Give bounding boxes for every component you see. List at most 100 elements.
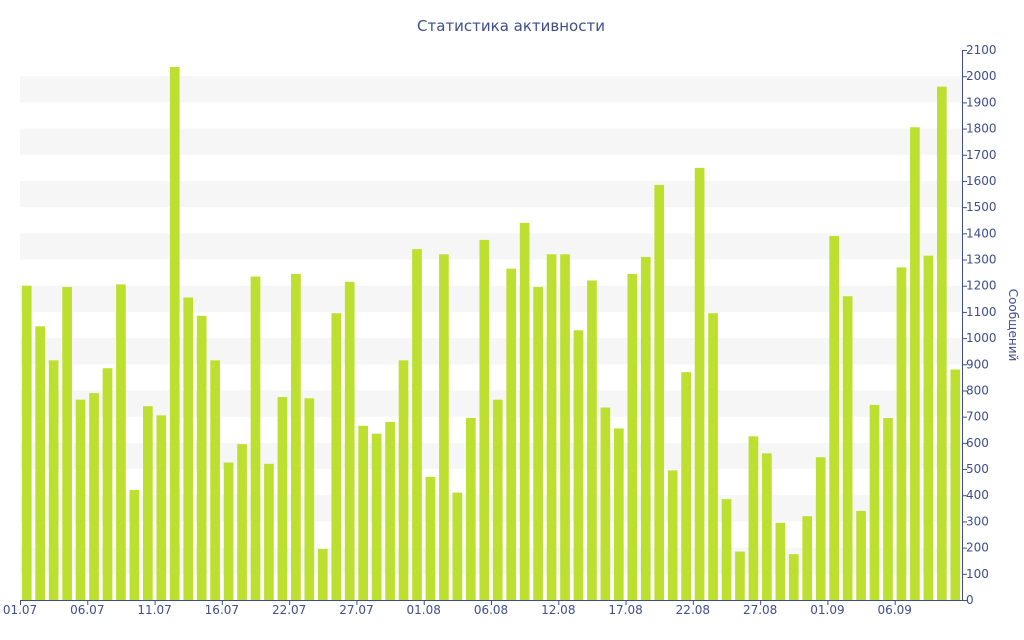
bar[interactable]: [277, 397, 288, 600]
y-tick-label: 900: [966, 357, 989, 371]
bar[interactable]: [519, 222, 530, 601]
bar[interactable]: [546, 254, 557, 601]
bar[interactable]: [358, 425, 368, 600]
bar[interactable]: [129, 490, 140, 600]
y-tick-label: 0: [966, 593, 974, 607]
bar[interactable]: [815, 457, 826, 600]
y-tick-label: 500: [966, 462, 989, 476]
x-tick-label: 16.07: [205, 603, 239, 617]
bar[interactable]: [856, 510, 866, 600]
y-tick-label: 1000: [966, 331, 997, 345]
x-tick-label: 06.08: [474, 603, 508, 617]
y-axis-label: Сообщений: [1006, 289, 1020, 362]
x-tick-label: 22.07: [272, 603, 306, 617]
bar[interactable]: [385, 421, 395, 600]
bar[interactable]: [439, 254, 449, 601]
bar[interactable]: [910, 127, 920, 600]
bar[interactable]: [304, 398, 315, 600]
bar[interactable]: [560, 254, 570, 601]
bar[interactable]: [210, 360, 220, 600]
bar[interactable]: [143, 406, 153, 600]
bar[interactable]: [479, 239, 490, 600]
x-tick-label: 27.08: [743, 603, 777, 617]
bar[interactable]: [788, 554, 799, 600]
chart-title: Статистика активности: [417, 17, 605, 35]
y-tick-label: 1100: [966, 305, 997, 319]
bar[interactable]: [667, 470, 678, 600]
bar[interactable]: [412, 249, 422, 601]
bar[interactable]: [533, 287, 543, 600]
bar[interactable]: [75, 399, 86, 600]
bar[interactable]: [883, 417, 893, 600]
bar[interactable]: [923, 255, 934, 600]
y-axis-ticks: 0 100 200 300 400 500 600 700 800 900 1000 1100 1200…: [962, 43, 997, 607]
bar[interactable]: [694, 167, 705, 601]
bar[interactable]: [331, 313, 342, 600]
bar[interactable]: [587, 280, 597, 600]
bar[interactable]: [842, 296, 853, 600]
bar[interactable]: [506, 268, 517, 600]
bar[interactable]: [573, 330, 584, 600]
bar[interactable]: [116, 284, 126, 600]
bar[interactable]: [802, 516, 813, 600]
grid-band: [20, 76, 962, 103]
y-tick-label: 200: [966, 541, 989, 555]
bar[interactable]: [627, 273, 638, 600]
bar[interactable]: [950, 369, 961, 600]
x-tick-label: 01.07: [3, 603, 37, 617]
bar[interactable]: [465, 417, 476, 600]
grid-band: [20, 390, 962, 417]
bar[interactable]: [708, 313, 718, 600]
bar[interactable]: [183, 297, 194, 601]
bar[interactable]: [35, 326, 46, 600]
bar[interactable]: [48, 360, 59, 600]
bars-group: [21, 67, 961, 601]
bar[interactable]: [21, 285, 32, 600]
x-axis-ticks: 01.07 06.07 11.07 16.07 22.07 27.07 01.08 06.08…: [3, 600, 912, 617]
bar[interactable]: [344, 281, 355, 600]
bar[interactable]: [250, 276, 261, 600]
bar[interactable]: [156, 415, 167, 600]
bar[interactable]: [169, 67, 180, 600]
bar[interactable]: [775, 522, 786, 600]
bar[interactable]: [936, 86, 947, 601]
y-tick-label: 1500: [966, 200, 997, 214]
bar[interactable]: [735, 551, 745, 600]
bar[interactable]: [681, 372, 691, 600]
bar[interactable]: [398, 360, 409, 600]
x-tick-label: 06.07: [70, 603, 104, 617]
bar[interactable]: [425, 476, 436, 600]
bar[interactable]: [264, 463, 274, 600]
bar[interactable]: [640, 256, 651, 600]
bar[interactable]: [317, 548, 328, 600]
y-tick-label: 1700: [966, 148, 997, 162]
bar[interactable]: [237, 444, 247, 600]
bar[interactable]: [748, 436, 759, 600]
grid-band: [20, 180, 962, 208]
bar[interactable]: [62, 287, 72, 600]
bar[interactable]: [869, 404, 880, 600]
bar[interactable]: [102, 368, 113, 600]
bar[interactable]: [829, 235, 839, 600]
bar[interactable]: [896, 267, 907, 600]
bar[interactable]: [89, 393, 99, 600]
bar[interactable]: [614, 428, 624, 600]
x-tick-label: 22.08: [676, 603, 710, 617]
bar[interactable]: [452, 492, 463, 600]
bar[interactable]: [600, 407, 611, 601]
y-tick-label: 1400: [966, 226, 997, 240]
bar[interactable]: [654, 184, 665, 600]
y-tick-label: 1800: [966, 122, 997, 136]
bar[interactable]: [762, 453, 772, 600]
y-tick-label: 300: [966, 514, 989, 528]
bar[interactable]: [196, 315, 207, 600]
bar[interactable]: [291, 273, 301, 600]
bar[interactable]: [371, 433, 382, 600]
bar[interactable]: [492, 399, 503, 600]
grid-band: [20, 233, 962, 260]
bar[interactable]: [721, 499, 732, 600]
x-tick-label: 17.08: [608, 603, 642, 617]
y-tick-label: 400: [966, 488, 989, 502]
bar[interactable]: [223, 462, 234, 601]
